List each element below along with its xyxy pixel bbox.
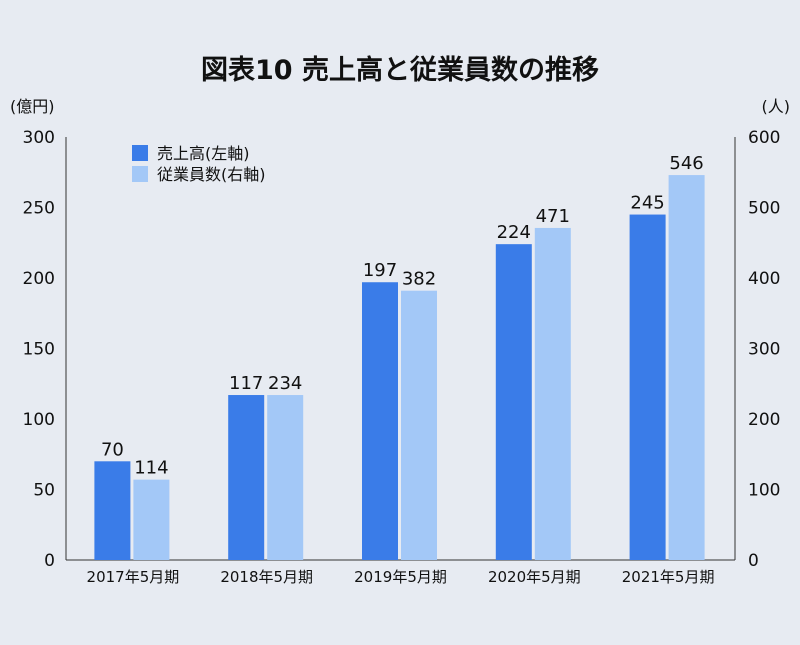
- bar-employees: [401, 290, 437, 560]
- right-tick-label: 200: [748, 410, 780, 430]
- left-tick-labels: 0 50 100 150 200 250 300: [23, 128, 55, 571]
- category-label: 2020年5月期: [488, 568, 581, 586]
- left-tick-label: 200: [23, 269, 55, 289]
- legend-label: 売上高(左軸): [157, 144, 250, 163]
- right-tick-label: 400: [748, 269, 780, 289]
- data-label: 234: [268, 373, 302, 394]
- data-label: 70: [101, 439, 124, 460]
- bar-sales: [362, 282, 398, 560]
- data-label: 224: [497, 222, 531, 243]
- left-tick-label: 50: [33, 481, 55, 501]
- legend-swatch: [132, 145, 148, 161]
- bar-employees: [133, 479, 170, 560]
- bar-sales: [228, 395, 265, 560]
- bars-group: [94, 175, 705, 561]
- bar-employees: [668, 175, 705, 560]
- right-tick-label: 600: [748, 128, 780, 148]
- bar-sales: [629, 214, 666, 561]
- data-label: 382: [402, 269, 436, 290]
- right-axis-unit: (人): [762, 97, 791, 116]
- left-axis-unit: (億円): [10, 97, 55, 116]
- category-label: 2018年5月期: [220, 568, 313, 586]
- right-tick-label: 0: [748, 551, 759, 571]
- data-label: 245: [630, 193, 664, 214]
- left-tick-label: 150: [23, 340, 55, 360]
- left-tick-label: 300: [23, 128, 55, 148]
- legend-label: 従業員数(右軸): [157, 165, 266, 184]
- data-label: 471: [536, 206, 570, 227]
- left-tick-label: 100: [23, 410, 55, 430]
- axes-group: [65, 137, 736, 561]
- category-label: 2019年5月期: [354, 568, 447, 586]
- bar-employees: [267, 395, 304, 560]
- data-label: 197: [363, 260, 397, 281]
- right-tick-label: 500: [748, 199, 780, 219]
- category-labels: 2017年5月期 2018年5月期 2019年5月期 2020年5月期 2021年5月期: [87, 568, 715, 586]
- bar-employees: [534, 227, 571, 560]
- category-label: 2021年5月期: [622, 568, 715, 586]
- right-tick-labels: 0 100 200 300 400 500 600: [748, 128, 780, 571]
- bar-sales: [495, 244, 532, 560]
- chart-title: 図表10 売上高と従業員数の推移: [201, 54, 599, 86]
- left-tick-label: 250: [23, 199, 55, 219]
- data-label: 114: [134, 458, 168, 479]
- legend: 売上高(左軸) 従業員数(右軸): [132, 144, 266, 184]
- bar-sales: [94, 461, 131, 560]
- data-label: 546: [669, 153, 703, 174]
- legend-swatch: [132, 166, 148, 182]
- data-label: 117: [229, 373, 263, 394]
- right-tick-label: 300: [748, 340, 780, 360]
- right-tick-label: 100: [748, 481, 780, 501]
- category-label: 2017年5月期: [87, 568, 180, 586]
- left-tick-label: 0: [44, 551, 55, 571]
